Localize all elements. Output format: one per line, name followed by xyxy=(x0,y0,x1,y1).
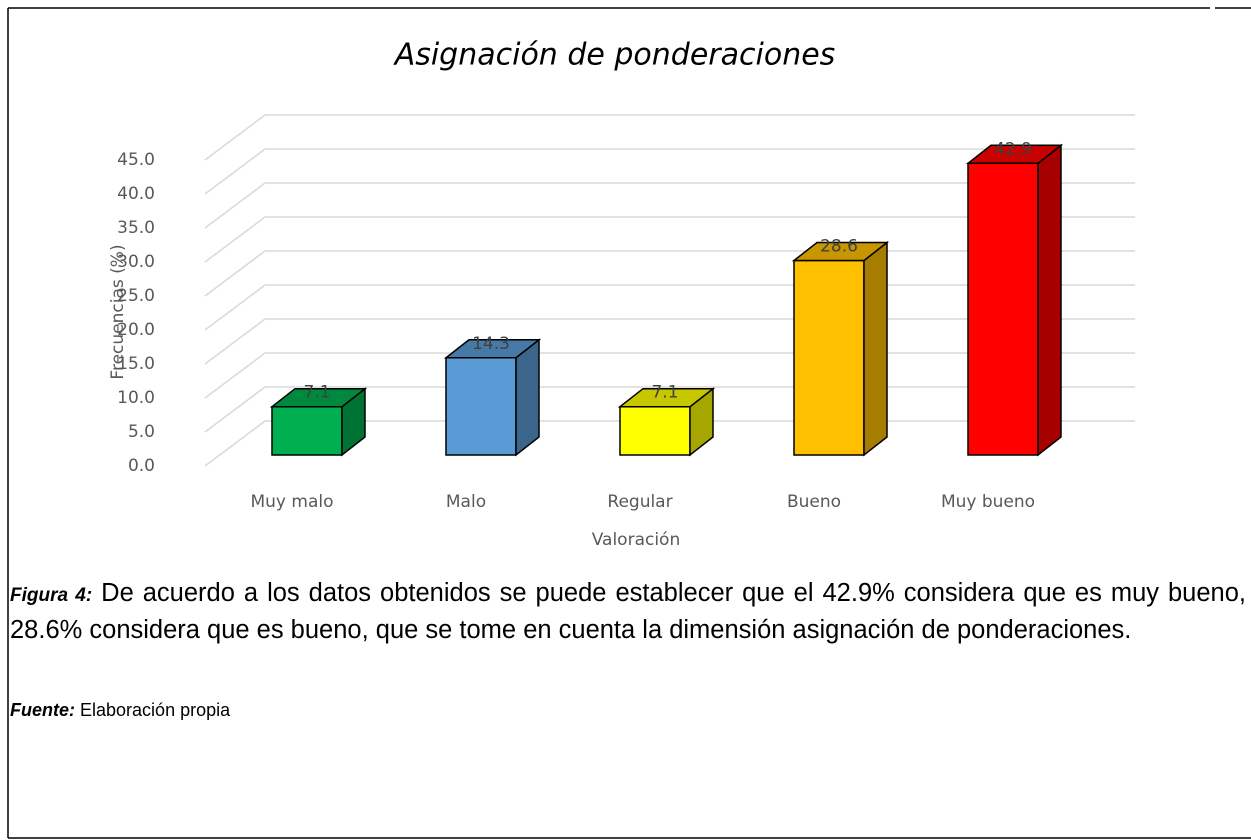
bar xyxy=(967,162,1039,456)
caption-label: Figura 4: xyxy=(10,585,93,606)
source: Fuente: Elaboración propia xyxy=(10,700,230,721)
source-label: Fuente: xyxy=(10,700,75,720)
bar-top xyxy=(791,241,890,262)
x-tick-label: Muy bueno xyxy=(941,492,1035,512)
bar-top xyxy=(443,339,542,359)
x-axis-label: Valoración xyxy=(592,530,681,550)
bar-top xyxy=(965,144,1064,165)
y-tick-label: 30.0 xyxy=(117,252,155,272)
y-tick-label: 25.0 xyxy=(117,286,155,306)
bar-side xyxy=(1037,143,1062,457)
y-tick-label: 35.0 xyxy=(117,218,155,238)
chart-title: Asignación de ponderaciones xyxy=(393,38,836,73)
y-tick-label: 20.0 xyxy=(117,320,155,340)
bar-side xyxy=(515,338,540,457)
x-tick-label: Bueno xyxy=(787,492,841,512)
grid-line xyxy=(204,182,1135,229)
grid-line xyxy=(204,148,1135,195)
y-axis-label: Frecuencias (%) xyxy=(108,244,128,379)
bar xyxy=(271,405,343,456)
data-label: 7.1 xyxy=(303,383,330,403)
data-label: 14.3 xyxy=(472,334,510,354)
bar-top xyxy=(617,387,716,408)
x-tick-label: Regular xyxy=(607,492,672,512)
caption-text: De acuerdo a los datos obtenidos se pued… xyxy=(10,579,1246,644)
y-tick-label: 10.0 xyxy=(117,388,155,408)
x-tick-label: Malo xyxy=(446,492,486,512)
grid-line xyxy=(204,216,1135,263)
x-tick-label: Muy malo xyxy=(250,492,333,512)
bar-top xyxy=(269,387,368,408)
y-tick-label: 45.0 xyxy=(117,150,155,170)
y-tick-label: 15.0 xyxy=(117,354,155,374)
bar xyxy=(445,357,517,456)
data-label: 28.6 xyxy=(820,237,858,257)
data-label: 7.1 xyxy=(651,383,678,403)
y-tick-label: 40.0 xyxy=(117,184,155,204)
caption: Figura 4: De acuerdo a los datos obtenid… xyxy=(10,576,1246,648)
y-tick-label: 5.0 xyxy=(128,422,155,442)
grid-line xyxy=(204,114,1135,161)
y-tick-label: 0.0 xyxy=(128,456,155,476)
bar xyxy=(793,259,865,456)
source-text: Elaboración propia xyxy=(80,700,231,720)
bar xyxy=(619,405,691,456)
data-label: 42.9 xyxy=(994,139,1032,159)
bar-side xyxy=(863,240,888,457)
